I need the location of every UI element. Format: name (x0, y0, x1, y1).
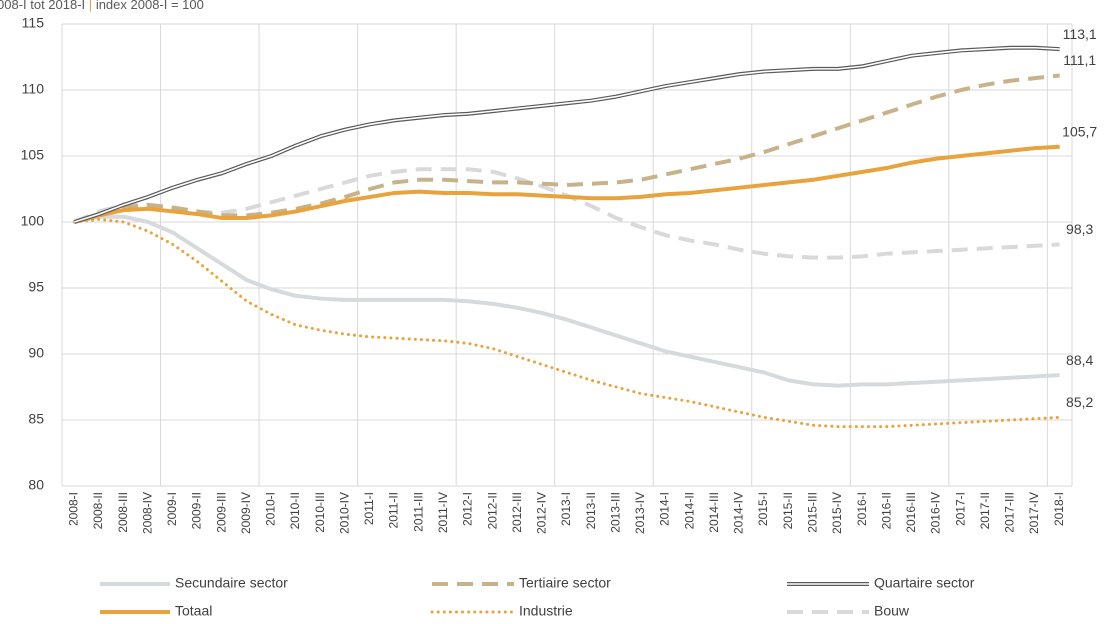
value-label: 98,3 (1066, 221, 1093, 237)
subtitle-note: index 2008-I = 100 (96, 0, 204, 12)
x-tick-label: 2017-I (953, 492, 967, 526)
x-tick-label: 2015-I (756, 492, 770, 526)
x-tick-label: 2009-IV (239, 492, 253, 534)
x-tick-label: 2013-II (584, 492, 598, 529)
x-tick-label: 2012-III (510, 492, 524, 533)
x-tick-label: 2016-III (904, 492, 918, 533)
value-label: 88,4 (1066, 352, 1093, 368)
legend-label: Secundaire sector (175, 575, 288, 591)
value-label: 113,1 (1063, 26, 1097, 42)
x-tick-label: 2009-III (214, 492, 228, 533)
x-tick-label: 2012-IV (535, 492, 549, 534)
y-tick-label: 105 (21, 147, 45, 163)
legend-label: Bouw (874, 603, 910, 619)
x-tick-label: 2013-I (559, 492, 573, 526)
series-line (73, 73, 1060, 224)
legend-label: Quartaire sector (874, 575, 975, 591)
x-tick-label: 2014-II (682, 492, 696, 529)
y-tick-label: 90 (28, 345, 44, 361)
x-tick-label: 2016-I (855, 492, 869, 526)
x-tick-label: 2011-I (362, 492, 376, 525)
x-tick-label: 2014-III (707, 492, 721, 533)
x-tick-label: 2011-II (387, 492, 401, 528)
x-tick-label: 2010-IV (337, 492, 351, 534)
subtitle-period: 008-I tot 2018-I (0, 0, 85, 12)
x-tick-label: 2012-II (485, 492, 499, 529)
x-tick-label: 2009-II (190, 492, 204, 529)
y-tick-label: 80 (28, 477, 44, 493)
x-tick-label: 2013-IV (633, 492, 647, 534)
x-tick-label: 2018-I (1052, 492, 1066, 526)
y-tick-label: 100 (21, 213, 45, 229)
x-tick-label: 2008-IV (140, 492, 154, 534)
series-line (73, 144, 1060, 224)
x-tick-label: 2012-I (461, 492, 475, 526)
x-tick-label: 2010-I (264, 492, 278, 526)
legend-label: Industrie (519, 603, 573, 619)
series-line (73, 214, 1060, 388)
value-label: 85,2 (1066, 394, 1093, 410)
x-tick-label: 2011-III (411, 492, 425, 532)
subtitle-separator: | (89, 0, 92, 12)
legend-label: Tertiaire sector (519, 575, 611, 591)
x-tick-label: 2010-III (313, 492, 327, 533)
x-tick-label: 2017-III (1003, 492, 1017, 533)
x-tick-label: 2008-I (66, 492, 80, 526)
x-tick-label: 2011-IV (436, 492, 450, 533)
x-tick-label: 2014-IV (732, 492, 746, 534)
x-tick-label: 2009-I (165, 492, 179, 526)
y-tick-label: 85 (28, 411, 44, 427)
legend-label: Totaal (175, 603, 212, 619)
x-tick-label: 2014-I (658, 492, 672, 526)
x-tick-label: 2010-II (288, 492, 302, 529)
y-tick-label: 115 (22, 15, 45, 31)
x-tick-label: 2015-IV (830, 492, 844, 534)
x-tick-label: 2017-II (978, 492, 992, 529)
x-tick-label: 2016-II (879, 492, 893, 529)
value-label: 111,1 (1063, 52, 1096, 68)
x-tick-label: 2016-IV (929, 492, 943, 534)
x-tick-label: 2013-III (608, 492, 622, 533)
x-tick-label: 2008-III (116, 492, 130, 533)
value-label: 105,7 (1062, 123, 1097, 139)
subtitle: 008-I tot 2018-I | index 2008-I = 100 (0, 0, 204, 12)
series-line-inner (74, 46, 1060, 223)
x-tick-label: 2015-II (781, 492, 795, 529)
x-tick-label: 2008-II (91, 492, 105, 529)
y-tick-label: 95 (28, 279, 44, 295)
x-tick-label: 2015-III (806, 492, 820, 533)
x-tick-label: 2017-IV (1027, 492, 1041, 534)
y-tick-label: 110 (22, 81, 45, 97)
